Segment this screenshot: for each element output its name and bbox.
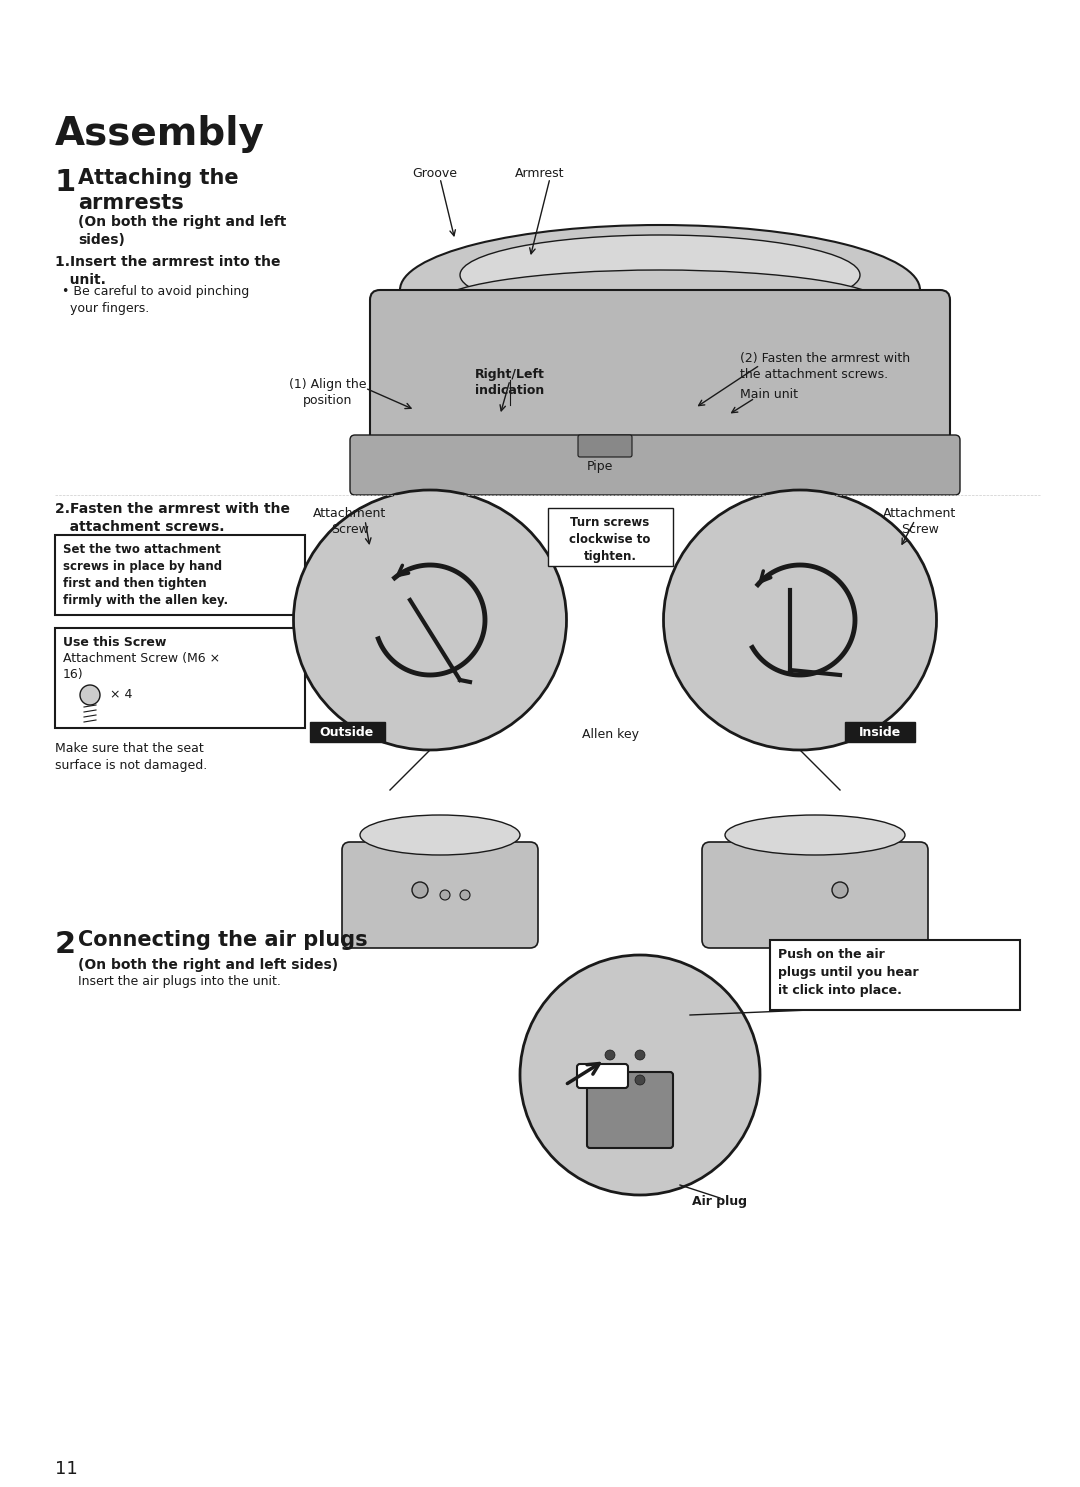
Text: Armrest: Armrest: [515, 167, 565, 180]
Text: × 4: × 4: [110, 688, 133, 702]
Text: (On both the right and left sides): (On both the right and left sides): [78, 958, 338, 972]
Circle shape: [80, 686, 100, 705]
Ellipse shape: [294, 491, 567, 749]
FancyBboxPatch shape: [702, 842, 928, 949]
FancyBboxPatch shape: [588, 1072, 673, 1148]
Text: Allen key: Allen key: [581, 729, 638, 741]
Text: 11: 11: [55, 1460, 78, 1478]
Ellipse shape: [435, 271, 885, 341]
Text: Main unit: Main unit: [740, 388, 798, 401]
Text: Push on the air
plugs until you hear
it click into place.: Push on the air plugs until you hear it …: [778, 949, 919, 996]
FancyBboxPatch shape: [370, 290, 950, 480]
Ellipse shape: [725, 815, 905, 855]
Text: Outside: Outside: [320, 726, 374, 739]
Text: Make sure that the seat
surface is not damaged.: Make sure that the seat surface is not d…: [55, 742, 207, 772]
Text: Connecting the air plugs: Connecting the air plugs: [78, 929, 367, 950]
Text: Groove: Groove: [413, 167, 458, 180]
Text: 1.Insert the armrest into the
   unit.: 1.Insert the armrest into the unit.: [55, 254, 281, 287]
Ellipse shape: [360, 815, 519, 855]
Text: Right/Left
indication: Right/Left indication: [475, 367, 545, 397]
FancyBboxPatch shape: [578, 436, 632, 457]
Text: Set the two attachment
screws in place by hand
first and then tighten
firmly wit: Set the two attachment screws in place b…: [63, 543, 228, 607]
Text: Insert the air plugs into the unit.: Insert the air plugs into the unit.: [78, 975, 281, 987]
FancyBboxPatch shape: [770, 940, 1020, 1010]
Circle shape: [460, 891, 470, 900]
FancyBboxPatch shape: [577, 1065, 627, 1088]
Text: Attachment
Screw: Attachment Screw: [883, 507, 957, 535]
FancyBboxPatch shape: [548, 509, 673, 567]
Text: 2: 2: [55, 929, 76, 959]
Text: 1: 1: [55, 168, 77, 196]
Text: Turn screws
clockwise to
tighten.: Turn screws clockwise to tighten.: [569, 516, 650, 564]
Circle shape: [605, 1075, 615, 1086]
FancyBboxPatch shape: [310, 723, 384, 742]
FancyBboxPatch shape: [55, 628, 305, 729]
Circle shape: [605, 1050, 615, 1060]
FancyBboxPatch shape: [845, 723, 915, 742]
Circle shape: [635, 1075, 645, 1086]
Text: Inside: Inside: [859, 726, 901, 739]
FancyBboxPatch shape: [350, 436, 960, 495]
Text: Pipe: Pipe: [586, 459, 613, 473]
Circle shape: [411, 882, 428, 898]
Text: (2) Fasten the armrest with
the attachment screws.: (2) Fasten the armrest with the attachme…: [740, 352, 910, 381]
Text: (1) Align the
position: (1) Align the position: [289, 378, 367, 407]
Text: Attachment Screw (M6 ×
16): Attachment Screw (M6 × 16): [63, 651, 220, 681]
Ellipse shape: [663, 491, 936, 749]
Text: • Be careful to avoid pinching
  your fingers.: • Be careful to avoid pinching your fing…: [62, 286, 249, 315]
FancyBboxPatch shape: [55, 535, 305, 616]
Circle shape: [635, 1050, 645, 1060]
Ellipse shape: [460, 235, 860, 315]
Text: Air plug: Air plug: [692, 1196, 747, 1207]
FancyBboxPatch shape: [342, 842, 538, 949]
Ellipse shape: [400, 225, 920, 355]
Text: Attaching the
armrests: Attaching the armrests: [78, 168, 239, 213]
Circle shape: [832, 882, 848, 898]
Text: Attachment
Screw: Attachment Screw: [313, 507, 387, 535]
Text: 2.Fasten the armrest with the
   attachment screws.: 2.Fasten the armrest with the attachment…: [55, 503, 291, 534]
Text: Assembly: Assembly: [55, 114, 265, 153]
Text: Use this Screw: Use this Screw: [63, 636, 166, 648]
Circle shape: [440, 891, 450, 900]
Circle shape: [519, 955, 760, 1196]
Text: (On both the right and left
sides): (On both the right and left sides): [78, 216, 286, 247]
